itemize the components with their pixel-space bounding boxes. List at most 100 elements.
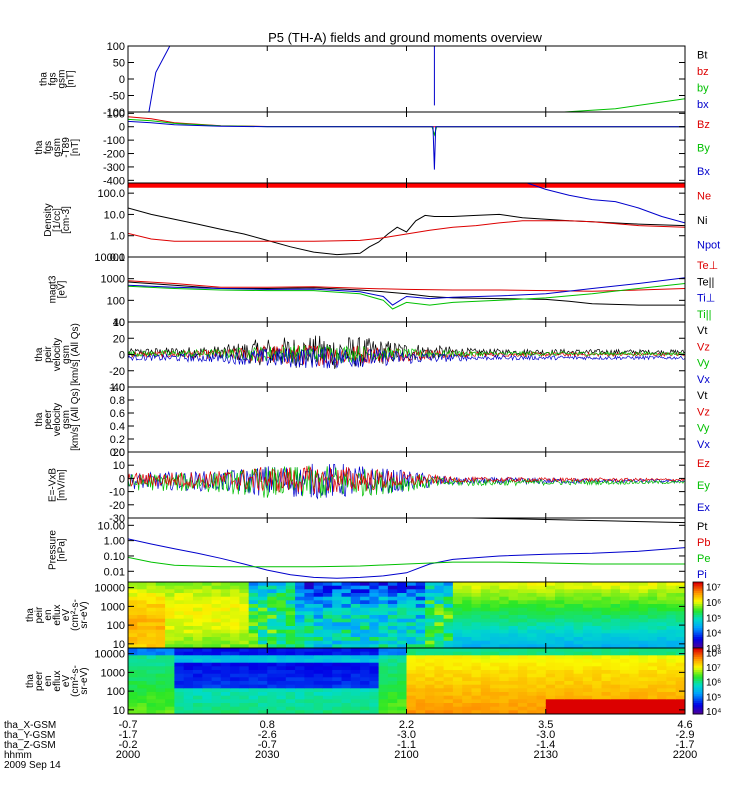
spectrogram-cell — [258, 644, 268, 648]
colorbar-segment — [693, 599, 703, 603]
spectrogram-cell — [601, 615, 612, 620]
spectrogram-cell — [480, 615, 491, 620]
spectrogram-cell — [555, 662, 565, 667]
spectrogram-cell — [360, 600, 370, 605]
spectrogram-cell — [137, 651, 148, 656]
spectrogram-cell — [397, 666, 408, 671]
spectrogram-cell — [332, 706, 343, 711]
spectrogram-cell — [276, 618, 287, 623]
spectrogram-cell — [378, 648, 389, 653]
x-row-value: -3.0 — [397, 729, 416, 741]
spectrogram-cell — [220, 684, 231, 689]
y-tick-label: 10 — [113, 705, 125, 717]
spectrogram-cell — [434, 651, 445, 656]
spectrogram-cell — [610, 596, 621, 601]
spectrogram-cell — [490, 684, 500, 689]
spectrogram-cell — [220, 640, 231, 645]
spectrogram-cell — [573, 637, 584, 642]
spectrogram-cell — [666, 648, 677, 653]
spectrogram-cell — [313, 673, 324, 678]
legend-entry: Pt — [697, 521, 707, 533]
spectrogram-cell — [369, 618, 380, 623]
spectrogram-cell — [508, 589, 519, 594]
spectrogram-cell — [350, 695, 361, 700]
y-axis-label: eflux — [52, 670, 63, 691]
spectrogram-cell — [387, 640, 398, 645]
spectrogram-cell — [202, 670, 213, 675]
spectrogram-cell — [666, 607, 677, 612]
spectrogram-cell — [480, 670, 491, 675]
y-tick-label: 0 — [119, 122, 125, 134]
spectrogram-cell — [555, 673, 565, 678]
spectrogram-cell — [666, 596, 677, 601]
spectrogram-cell — [443, 677, 454, 682]
spectrogram-cell — [527, 589, 538, 594]
spectrogram-cell — [332, 710, 343, 714]
spectrogram-cell — [452, 611, 463, 616]
spectrogram-cell — [128, 699, 138, 704]
spectrogram-cell — [128, 607, 138, 612]
spectrogram-cell — [258, 585, 268, 590]
y-axis-label: Density — [43, 203, 54, 236]
spectrogram-cell — [322, 604, 333, 609]
spectrogram-cell — [480, 582, 491, 587]
spectrogram-cell — [657, 607, 667, 612]
spectrogram-cell — [443, 662, 454, 667]
spectrogram-cell — [332, 626, 343, 631]
spectrogram-cell — [582, 618, 593, 623]
data-ion_velocity — [128, 335, 685, 369]
spectrogram-cell — [620, 695, 630, 700]
y-axis-label: sr-eV) — [79, 601, 90, 628]
spectrogram-cell — [295, 695, 305, 700]
x-row-value: -1.1 — [397, 739, 416, 751]
spectrogram-cell — [573, 585, 584, 590]
spectrogram-cell — [638, 582, 649, 587]
spectrogram-cell — [629, 662, 640, 667]
spectrogram-cell — [304, 651, 315, 656]
spectrogram-cell — [165, 684, 175, 689]
spectrogram-cell — [258, 695, 268, 700]
spectrogram-cell — [657, 582, 667, 587]
colorbar-segment — [693, 634, 703, 638]
spectrogram-cell — [295, 655, 305, 660]
spectrogram-cell — [406, 622, 417, 627]
spectrogram-cell — [378, 659, 389, 664]
spectrogram-cell — [462, 699, 473, 704]
colorbar-tick-label: 10⁵ — [706, 692, 721, 703]
spectrogram-cell — [174, 666, 185, 671]
spectrogram-cell — [471, 626, 482, 631]
spectrogram-cell — [285, 655, 296, 660]
spectrogram-cell — [183, 688, 194, 693]
spectrogram-cell — [193, 703, 203, 708]
spectrogram-cell — [146, 637, 157, 642]
y-axis-label: velocity — [52, 403, 63, 436]
spectrogram-cell — [230, 607, 240, 612]
spectrogram-cell — [332, 618, 343, 623]
spectrogram-cell — [657, 629, 667, 634]
spectrogram-cell — [536, 596, 547, 601]
spectrogram-electron_spectrogram — [128, 648, 685, 714]
spectrogram-cell — [322, 644, 333, 648]
spectrogram-cell — [146, 699, 157, 704]
spectrogram-cell — [239, 604, 250, 609]
spectrogram-cell — [350, 655, 361, 660]
spectrogram-cell — [620, 651, 630, 656]
spectrogram-cell — [193, 684, 203, 689]
spectrogram-cell — [666, 659, 677, 664]
spectrogram-cell — [276, 688, 287, 693]
colorbar-segment — [693, 593, 703, 596]
colorbar-tick-label: 10⁴ — [706, 629, 721, 640]
spectrogram-cell — [360, 607, 370, 612]
spectrogram-cell — [647, 607, 658, 612]
spectrogram-cell — [239, 589, 250, 594]
spectrogram-cell — [647, 600, 658, 605]
spectrogram-cell — [592, 607, 603, 612]
spectrogram-cell — [397, 585, 408, 590]
spectrogram-cell — [452, 582, 463, 587]
spectrogram-cell — [675, 703, 685, 708]
spectrogram-cell — [146, 618, 157, 623]
spectrogram-cell — [536, 633, 547, 638]
spectrogram-cell — [452, 615, 463, 620]
spectrogram-cell — [471, 684, 482, 689]
spectrogram-cell — [387, 585, 398, 590]
